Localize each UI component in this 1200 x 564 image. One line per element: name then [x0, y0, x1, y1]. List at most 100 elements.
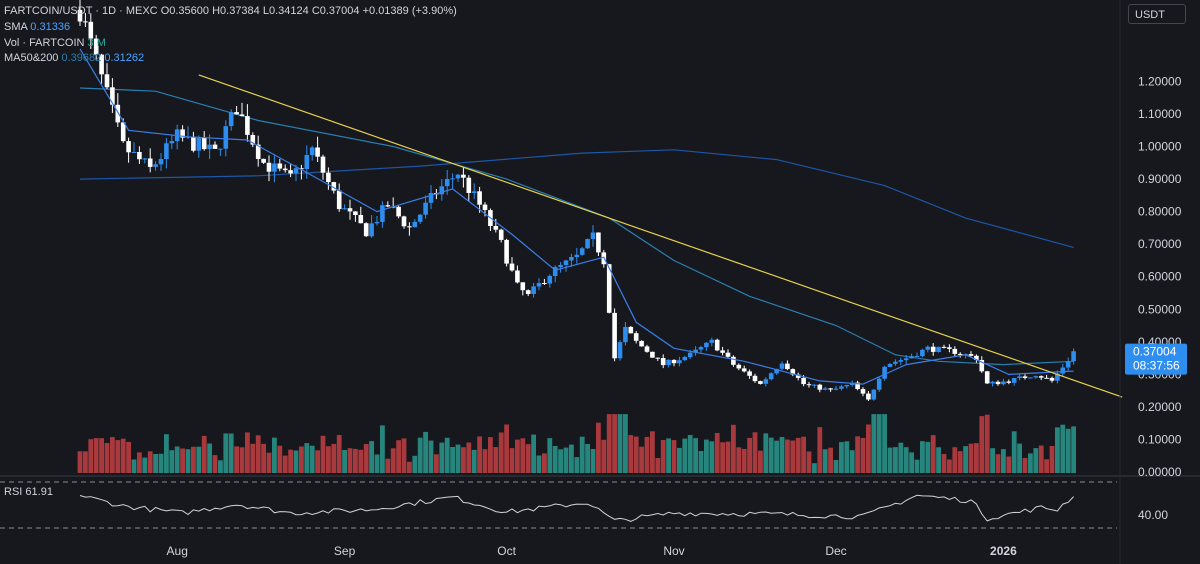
volume-bar	[596, 422, 601, 473]
candle-body	[99, 54, 104, 75]
candle-body	[428, 193, 434, 203]
trendline-path[interactable]	[198, 74, 1123, 398]
candle-body	[131, 152, 137, 153]
volume-bar	[439, 442, 445, 473]
candle-body	[650, 351, 655, 358]
candle-body	[812, 384, 817, 386]
volume-bar	[790, 440, 796, 473]
candle-body	[369, 223, 374, 237]
volume-bar	[515, 439, 520, 473]
volume-bar	[936, 447, 941, 473]
volume-bar	[682, 438, 688, 473]
volume-bar	[660, 440, 666, 473]
candle-body	[164, 143, 169, 159]
candle-body	[612, 312, 617, 359]
last-price-value: 0.37004	[1133, 345, 1177, 359]
volume-bar	[380, 425, 385, 473]
volume-bar	[412, 455, 418, 473]
symbol-name[interactable]: FARTCOIN/USDT	[4, 5, 93, 17]
volume-bar	[795, 437, 801, 473]
candle-body	[655, 357, 661, 359]
candle-body	[158, 159, 164, 165]
candle-body	[509, 263, 515, 271]
candle-body	[493, 226, 499, 230]
volume-bar	[552, 446, 558, 473]
price-tick: 1.20000	[1138, 75, 1182, 89]
price-axis[interactable]: 1.20000 1.10000 1.00000 0.90000 0.80000 0.700…	[1138, 75, 1182, 522]
volume-bar	[498, 432, 504, 473]
candle-body	[747, 371, 752, 376]
currency-unit-button[interactable]: USDT	[1128, 4, 1186, 24]
volume-bar	[347, 448, 353, 473]
candle-body	[698, 347, 704, 350]
volume-bar	[1055, 427, 1060, 473]
volume-bar	[99, 438, 104, 473]
candle-body	[385, 205, 391, 207]
volume-bar	[180, 448, 185, 473]
candle-body	[374, 221, 380, 224]
volume-bar	[623, 414, 628, 473]
volume-bar	[704, 439, 709, 473]
volume-bar	[218, 460, 223, 473]
candle-body	[110, 87, 115, 105]
volume-bar	[331, 443, 337, 473]
candle-body	[731, 356, 736, 365]
trendline[interactable]	[198, 74, 1123, 398]
price-tick: 0.20000	[1138, 400, 1182, 414]
volume-bar	[574, 457, 580, 473]
candle-body	[83, 21, 88, 23]
candle-body	[299, 168, 304, 170]
candle-body	[558, 265, 563, 268]
candle-body	[936, 346, 941, 352]
candle-body	[758, 381, 763, 384]
time-axis[interactable]: Aug Sep Oct Nov Dec 2026	[167, 544, 1018, 558]
candle-body	[644, 346, 650, 352]
volume-bar	[542, 453, 547, 473]
sma-legend[interactable]: SMA 0.31336	[4, 20, 70, 34]
volume-bar	[1038, 445, 1044, 473]
price-tick: 1.00000	[1138, 140, 1182, 154]
candle-body	[1060, 367, 1066, 374]
volume-bar	[763, 433, 769, 473]
candle-body	[212, 144, 218, 149]
volume-bar	[201, 435, 207, 473]
candle-body	[563, 260, 569, 265]
ma-legend[interactable]: MA50&200 0.39682 0.31262	[4, 51, 144, 65]
candle-body	[536, 283, 542, 287]
rsi-legend[interactable]: RSI 61.91	[4, 485, 53, 499]
volume-bar	[833, 460, 839, 473]
candle-body	[196, 138, 202, 151]
volume-bar	[984, 414, 990, 473]
candle-body	[687, 352, 693, 358]
volume-bar	[639, 446, 644, 473]
volume-bar	[666, 438, 671, 473]
volume-bar	[83, 451, 88, 473]
volume-bar	[844, 441, 850, 473]
candle-body	[677, 360, 682, 364]
volume-bar	[196, 446, 202, 473]
candle-body	[358, 215, 364, 224]
rsi-path	[79, 494, 1074, 522]
volume-bar	[920, 441, 925, 473]
time-tick: 2026	[990, 544, 1017, 558]
volume-legend[interactable]: Vol · FARTCOIN 3 M	[4, 36, 106, 50]
interval[interactable]: 1D	[102, 5, 117, 17]
candle-body	[315, 147, 320, 157]
candle-body	[234, 112, 239, 115]
candle-body	[201, 138, 207, 150]
volume-bar	[909, 452, 914, 473]
volume-bar	[120, 438, 126, 473]
volume-bar	[990, 448, 995, 473]
candle-body	[909, 356, 914, 359]
volume-bar	[563, 447, 569, 473]
volume-bar	[169, 450, 175, 473]
volume-bar	[488, 437, 493, 473]
volume-bar	[228, 433, 234, 473]
volume-bar	[736, 447, 742, 473]
candle-body	[207, 144, 212, 150]
volume-bar	[455, 444, 461, 473]
candle-body	[779, 363, 785, 369]
volume-bar	[882, 414, 887, 473]
